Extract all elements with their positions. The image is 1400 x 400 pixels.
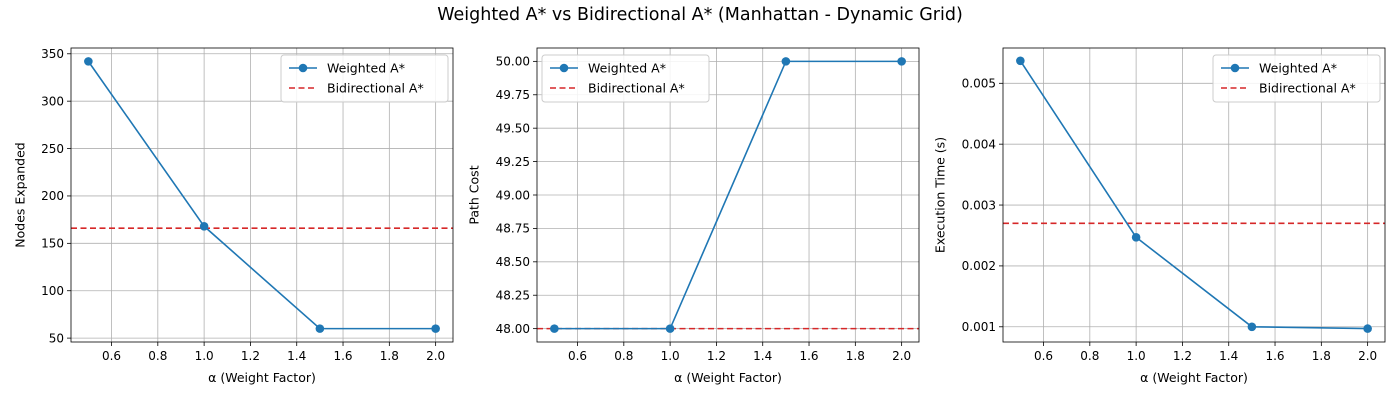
weighted-point [665,324,675,333]
x-tick-label: 2.0 [1358,349,1377,363]
x-tick-label: 1.4 [1219,349,1238,363]
x-tick-label: 1.2 [1173,349,1192,363]
legend-box [1212,54,1381,103]
x-tick-label: 1.2 [707,349,726,363]
x-tick-label: 2.0 [892,349,911,363]
y-tick-label: 100 [41,284,64,298]
figure-title: Weighted A* vs Bidirectional A* (Manhatt… [437,5,963,25]
y-tick-label: 48.75 [496,222,530,236]
axes-frame [1002,47,1386,343]
legend-bidirectional-label: Bidirectional A* [1259,81,1356,96]
weighted-point [84,57,93,66]
x-tick-label: 1.8 [380,349,399,363]
y-axis-label: Nodes Expanded [13,142,28,247]
y-tick-label: 48.50 [496,255,530,269]
y-axis-label: Path Cost [467,165,482,224]
y-tick-label: 0.002 [962,259,996,273]
y-tick-label: 250 [41,142,64,156]
weighted-point [1016,56,1025,66]
y-tick-label: 0.005 [962,77,996,91]
legend: Weighted A* Bidirectional A* [280,54,449,103]
y-tick-label: 0.001 [962,320,996,334]
x-tick-label: 2.0 [426,349,445,363]
weighted-point [1247,322,1257,332]
x-axis-label: α (Weight Factor) [1140,370,1248,385]
x-axis-label: α (Weight Factor) [674,370,782,385]
weighted-point [550,324,559,333]
x-tick-label: 1.6 [1265,349,1284,363]
x-tick-label: 1.8 [1312,349,1331,363]
y-tick-label: 0.003 [962,198,996,212]
legend-bidirectional-label: Bidirectional A* [588,81,685,96]
chart-3: 0.6 0.8 1.0 1.2 1.4 1.6 1.8 2.0 0.001 0.002 0.003 0… [933,47,1386,385]
legend-weighted-label: Weighted A* [588,61,666,76]
x-tick-label: 0.8 [1080,349,1099,363]
x-tick-label: 1.8 [846,349,865,363]
x-tick-label: 0.8 [148,349,167,363]
y-tick-label: 150 [41,237,64,251]
x-tick-label: 1.4 [753,349,772,363]
x-tick-label: 0.6 [568,349,587,363]
x-tick-label: 1.6 [333,349,352,363]
legend-weighted-marker [298,63,308,73]
y-tick-label: 300 [41,94,64,108]
y-tick-label: 49.50 [496,121,530,135]
weighted-line [1019,60,1368,330]
y-tick-label: 50 [49,331,64,345]
weighted-line [87,60,436,330]
y-tick-label: 50.00 [496,55,530,69]
legend-box [280,54,449,103]
x-tick-label: 1.0 [661,349,680,363]
legend-bidirectional-label: Bidirectional A* [327,81,424,96]
weighted-point [199,221,209,231]
x-tick-label: 0.8 [614,349,633,363]
legend: Weighted A* Bidirectional A* [1212,54,1381,103]
axes-frame [536,47,920,343]
legend-weighted-label: Weighted A* [1259,61,1337,76]
y-tick-label: 49.00 [496,188,530,202]
legend-weighted-marker [1230,63,1240,73]
y-axis-label: Execution Time (s) [933,137,948,253]
axes-frame [70,47,454,343]
x-tick-label: 1.4 [287,349,306,363]
x-axis-label: α (Weight Factor) [208,370,316,385]
y-tick-label: 200 [41,189,64,203]
weighted-point [781,57,791,66]
legend-weighted-label: Weighted A* [327,61,405,76]
weighted-line [554,60,902,330]
weighted-point [1363,324,1372,333]
legend-weighted-marker [559,63,569,73]
weighted-point [897,57,906,66]
x-tick-label: 1.6 [799,349,818,363]
x-tick-label: 0.6 [1034,349,1053,363]
x-tick-label: 1.2 [241,349,260,363]
y-tick-label: 48.00 [496,322,530,336]
weighted-point [431,324,440,333]
legend: Weighted A* Bidirectional A* [541,54,710,103]
y-tick-label: 350 [41,47,64,61]
chart-1: 0.6 0.8 1.0 1.2 1.4 1.6 1.8 2.0 50 100 150 200 250 30… [13,47,454,385]
y-tick-label: 49.25 [496,155,530,169]
weighted-point [315,324,325,333]
weighted-point [1131,233,1141,242]
x-tick-label: 0.6 [102,349,121,363]
chart-2: 0.6 0.8 1.0 1.2 1.4 1.6 1.8 2.0 48.00 48.25 48.50 4… [467,47,920,385]
y-tick-label: 0.004 [962,137,996,151]
y-tick-label: 48.25 [496,289,530,303]
y-tick-label: 49.75 [496,88,530,102]
x-tick-label: 1.0 [1127,349,1146,363]
legend-box [541,54,710,103]
x-tick-label: 1.0 [195,349,214,363]
